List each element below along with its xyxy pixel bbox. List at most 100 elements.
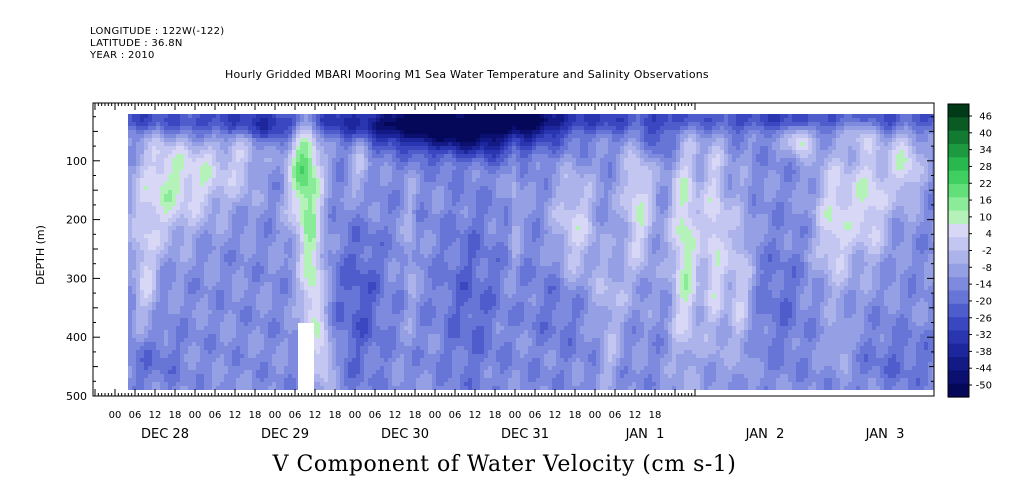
heatmap-cell bbox=[140, 246, 145, 251]
heatmap-cell bbox=[308, 274, 313, 279]
heatmap-cell bbox=[356, 338, 361, 343]
heatmap-cell bbox=[252, 338, 257, 343]
heatmap-cell bbox=[400, 374, 405, 379]
heatmap-cell bbox=[252, 298, 257, 303]
heatmap-cell bbox=[304, 214, 309, 219]
heatmap-cell bbox=[408, 258, 413, 263]
heatmap-cell bbox=[292, 386, 297, 391]
heatmap-cell bbox=[324, 302, 329, 307]
heatmap-cell bbox=[168, 326, 173, 331]
heatmap-cell bbox=[348, 338, 353, 343]
heatmap-cell bbox=[324, 374, 329, 379]
heatmap-cell bbox=[412, 338, 417, 343]
heatmap-cell bbox=[236, 254, 241, 259]
heatmap-cell bbox=[184, 226, 189, 231]
heatmap-cell bbox=[220, 318, 225, 323]
heatmap-cell bbox=[340, 198, 345, 203]
heatmap-cell bbox=[204, 158, 209, 163]
heatmap-cell bbox=[192, 158, 197, 163]
heatmap-cell bbox=[324, 310, 329, 315]
heatmap-cell bbox=[136, 366, 141, 371]
heatmap-cell bbox=[132, 290, 137, 295]
heatmap-cell bbox=[332, 270, 337, 275]
heatmap-cell bbox=[180, 274, 185, 279]
heatmap-cell bbox=[288, 166, 293, 171]
heatmap-cell bbox=[180, 234, 185, 239]
heatmap-cell bbox=[368, 150, 373, 155]
heatmap-cell bbox=[252, 306, 257, 311]
heatmap-cell bbox=[228, 322, 233, 327]
heatmap-cell bbox=[160, 378, 165, 383]
heatmap-cell bbox=[152, 138, 157, 143]
heatmap-cell bbox=[168, 266, 173, 271]
heatmap-cell bbox=[256, 366, 261, 371]
heatmap-cell bbox=[352, 338, 357, 343]
heatmap-cell bbox=[164, 210, 169, 215]
heatmap-cell bbox=[344, 290, 349, 295]
heatmap-cell bbox=[316, 326, 321, 331]
heatmap-cell bbox=[180, 354, 185, 359]
heatmap-cell bbox=[136, 194, 141, 199]
heatmap-cell bbox=[208, 382, 213, 387]
heatmap-cell bbox=[392, 210, 397, 215]
heatmap-cell bbox=[208, 206, 213, 211]
heatmap-cell bbox=[360, 130, 365, 135]
heatmap-cell bbox=[196, 346, 201, 351]
heatmap-cell bbox=[368, 370, 373, 375]
heatmap-cell bbox=[236, 374, 241, 379]
heatmap-cell bbox=[248, 202, 253, 207]
heatmap-cell bbox=[156, 206, 161, 211]
heatmap-cell bbox=[140, 346, 145, 351]
heatmap-cell bbox=[344, 278, 349, 283]
heatmap-cell bbox=[356, 166, 361, 171]
heatmap-cell bbox=[260, 118, 265, 123]
heatmap-cell bbox=[248, 178, 253, 183]
heatmap-cell bbox=[156, 246, 161, 251]
heatmap-cell bbox=[280, 258, 285, 263]
heatmap-cell bbox=[128, 262, 133, 267]
heatmap-cell bbox=[344, 350, 349, 355]
heatmap-cell bbox=[308, 282, 313, 287]
heatmap-cell bbox=[308, 130, 313, 135]
heatmap-cell bbox=[208, 114, 213, 119]
heatmap-cell bbox=[304, 206, 309, 211]
heatmap-cell bbox=[196, 162, 201, 167]
heatmap-cell bbox=[408, 186, 413, 191]
heatmap-cell bbox=[256, 374, 261, 379]
heatmap-cell bbox=[160, 354, 165, 359]
heatmap-cell bbox=[300, 130, 305, 135]
heatmap-cell bbox=[196, 222, 201, 227]
heatmap-cell bbox=[400, 314, 405, 319]
heatmap-cell bbox=[268, 254, 273, 259]
heatmap-cell bbox=[308, 134, 313, 139]
heatmap-cell bbox=[328, 346, 333, 351]
heatmap-cell bbox=[336, 378, 341, 383]
heatmap-cell bbox=[372, 170, 377, 175]
heatmap-cell bbox=[216, 382, 221, 387]
heatmap-cell bbox=[336, 354, 341, 359]
heatmap-cell bbox=[200, 214, 205, 219]
heatmap-cell bbox=[156, 190, 161, 195]
heatmap-cell bbox=[292, 338, 297, 343]
heatmap-cell bbox=[376, 262, 381, 267]
heatmap-cell bbox=[308, 318, 313, 323]
heatmap-cell bbox=[188, 170, 193, 175]
heatmap-cell bbox=[208, 294, 213, 299]
heatmap-cell bbox=[252, 150, 257, 155]
heatmap-cell bbox=[136, 190, 141, 195]
heatmap-cell bbox=[204, 198, 209, 203]
heatmap-cell bbox=[328, 274, 333, 279]
heatmap-cell bbox=[256, 254, 261, 259]
heatmap-cell bbox=[240, 310, 245, 315]
heatmap-cell bbox=[152, 338, 157, 343]
heatmap-cell bbox=[332, 206, 337, 211]
heatmap-cell bbox=[240, 378, 245, 383]
heatmap-cell bbox=[280, 222, 285, 227]
heatmap-cell bbox=[292, 306, 297, 311]
heatmap-cell bbox=[216, 234, 221, 239]
heatmap-cell bbox=[348, 346, 353, 351]
heatmap-field bbox=[128, 114, 937, 391]
heatmap-cell bbox=[332, 314, 337, 319]
heatmap-cell bbox=[232, 294, 237, 299]
heatmap-cell bbox=[292, 350, 297, 355]
